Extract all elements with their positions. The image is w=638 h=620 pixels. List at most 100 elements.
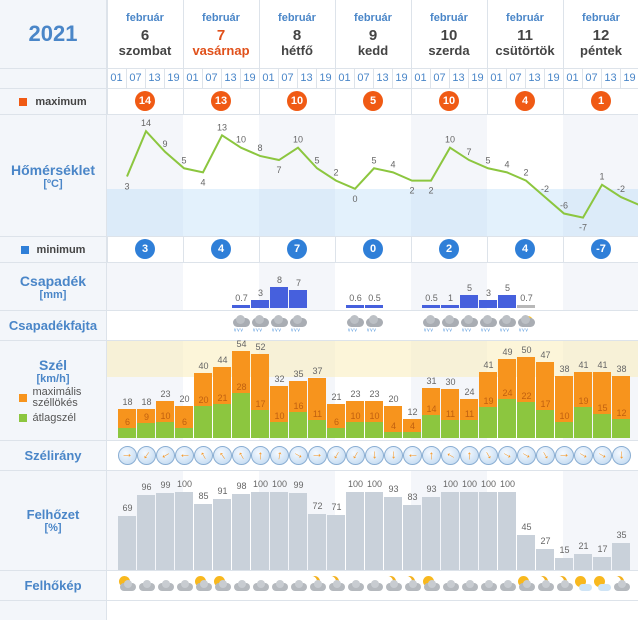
wind-avg-bar <box>422 415 440 438</box>
daily-min-badge: 4 <box>211 239 231 259</box>
wind-avg-value: 14 <box>426 404 437 415</box>
hour-label: 07 <box>585 72 598 84</box>
hour-divider <box>525 68 526 88</box>
cloud-icon <box>479 574 498 596</box>
cloud-cover-bar <box>555 558 573 570</box>
wind-avg-bar <box>346 421 364 438</box>
hour-label: 19 <box>623 72 636 84</box>
divider <box>0 470 638 471</box>
cloud-cover-value: 15 <box>559 545 570 556</box>
divider <box>0 68 638 69</box>
wind-avg-bar <box>536 410 554 438</box>
wind-direction-arrow-icon: ↑ <box>232 446 251 465</box>
hour-label: 07 <box>357 72 370 84</box>
wind-direction-arrow-icon: ↑ <box>517 446 536 465</box>
sun-cloud-icon <box>118 574 137 596</box>
wind-avg-value: 11 <box>464 409 475 420</box>
wind-gust-value: 31 <box>426 375 437 386</box>
day-divider <box>259 88 260 114</box>
wind-avg-bar <box>175 428 193 438</box>
cloud-cover-value: 98 <box>236 480 247 491</box>
daily-max-badge: 13 <box>211 91 231 111</box>
temperature-label: Hőmérséklet <box>10 161 96 178</box>
wind-avg-bar <box>403 431 421 438</box>
wind-avg-value: 24 <box>502 388 513 399</box>
wind-avg-value: 6 <box>181 417 187 428</box>
rain-cloud-icon: ᵛᵛᵛ <box>232 314 251 336</box>
min-label: minimum <box>36 243 86 256</box>
cloud-unit: [%] <box>44 522 62 534</box>
cloud-cover-bar <box>574 553 592 570</box>
wind-avg-value: 19 <box>483 396 494 407</box>
wind-avg-bar <box>479 407 497 438</box>
sun-cloud-icon <box>422 574 441 596</box>
cloud-cover-bar <box>517 534 535 570</box>
cloud-cover-value: 100 <box>176 479 193 489</box>
cloud-cover-value: 99 <box>160 479 171 490</box>
wind-gust-value: 52 <box>255 341 266 352</box>
wind-direction-arrow-icon: ↑ <box>498 446 517 465</box>
daily-min-badge: 0 <box>363 239 383 259</box>
cloud-icon <box>460 574 479 596</box>
wind-avg-value: 28 <box>236 381 247 392</box>
hour-label: 07 <box>281 72 294 84</box>
wind-avg-bar <box>555 421 573 438</box>
daily-max-badge: 10 <box>287 91 307 111</box>
day-weekday: vasárnap <box>192 43 250 58</box>
cloud-cover-bar <box>536 548 554 570</box>
wind-avg-value: 6 <box>333 417 339 428</box>
wind-direction-arrow-icon: ↑ <box>327 446 346 465</box>
precip-label: Csapadék <box>19 272 87 289</box>
wind-gust-value: 41 <box>483 359 494 370</box>
wind-avg-bar <box>517 402 535 438</box>
hour-label: 13 <box>300 72 313 84</box>
wind-direction-arrow-icon: ↑ <box>384 446 403 465</box>
day-weekday: szombat <box>118 43 172 58</box>
rain-cloud-icon: ᵛᵛᵛ <box>460 314 479 336</box>
hour-label: 07 <box>433 72 446 84</box>
day-band <box>183 263 259 310</box>
wind-gust-value: 50 <box>521 345 532 355</box>
wind-direction-arrow-icon: ↑ <box>422 446 441 465</box>
hour-divider <box>544 68 545 88</box>
rain-cloud-icon: ᵛᵛᵛ <box>498 314 517 336</box>
cloud-cover-value: 96 <box>141 482 152 493</box>
hour-divider <box>126 68 127 88</box>
cloud-label: Felhőzet <box>26 507 80 522</box>
hour-label: 07 <box>205 72 218 84</box>
cloud-cover-bar <box>612 542 630 570</box>
cloud-cover-value: 100 <box>442 479 459 489</box>
moon-cloud-icon <box>612 574 631 596</box>
wind-avg-bar <box>574 407 592 438</box>
wind-dir-label-cell: Szélirány <box>0 441 107 470</box>
hour-label: 13 <box>452 72 465 84</box>
cloud-icon <box>156 574 175 596</box>
day-divider <box>335 88 336 114</box>
rain-cloud-icon: ᵛᵛᵛ <box>422 314 441 336</box>
hour-label: 19 <box>471 72 484 84</box>
wind-avg-value: 10 <box>160 410 171 421</box>
wind-avg-value: 9 <box>143 412 149 423</box>
day-divider <box>183 88 184 114</box>
wind-direction-arrow-icon: ↑ <box>346 446 365 465</box>
divider <box>0 600 638 601</box>
daily-max-badge: 4 <box>515 91 535 111</box>
wind-direction-arrow-icon: ↑ <box>365 446 384 465</box>
day-month: február <box>430 12 468 24</box>
wind-gust-value: 40 <box>198 361 209 372</box>
precip-bar <box>346 305 364 308</box>
day-number: 7 <box>216 27 226 44</box>
wind-direction-arrow-icon: ↑ <box>118 446 137 465</box>
temperature-unit: [ºC] <box>43 177 63 190</box>
day-band <box>107 263 183 310</box>
wind-avg-value: 17 <box>255 399 266 410</box>
precip-bar <box>251 300 269 308</box>
year-cell: 2021 <box>0 0 107 68</box>
day-number: 12 <box>592 27 610 44</box>
wind-gust-value: 20 <box>388 393 399 404</box>
day-divider <box>259 236 260 262</box>
wind-avg-value: 22 <box>521 391 532 402</box>
daily-max-badge: 1 <box>591 91 611 111</box>
precip-label-cell: Csapadék [mm] <box>0 263 107 310</box>
wind-avg-value: 10 <box>274 410 285 421</box>
